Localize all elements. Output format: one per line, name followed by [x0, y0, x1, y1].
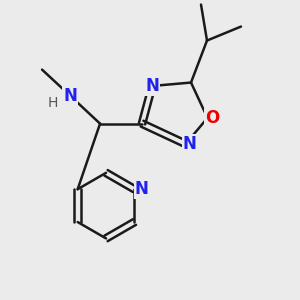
Text: N: N [183, 135, 196, 153]
Text: N: N [145, 77, 159, 95]
Text: N: N [135, 180, 148, 198]
Text: N: N [63, 87, 77, 105]
Text: H: H [48, 96, 58, 110]
Text: O: O [205, 109, 219, 127]
